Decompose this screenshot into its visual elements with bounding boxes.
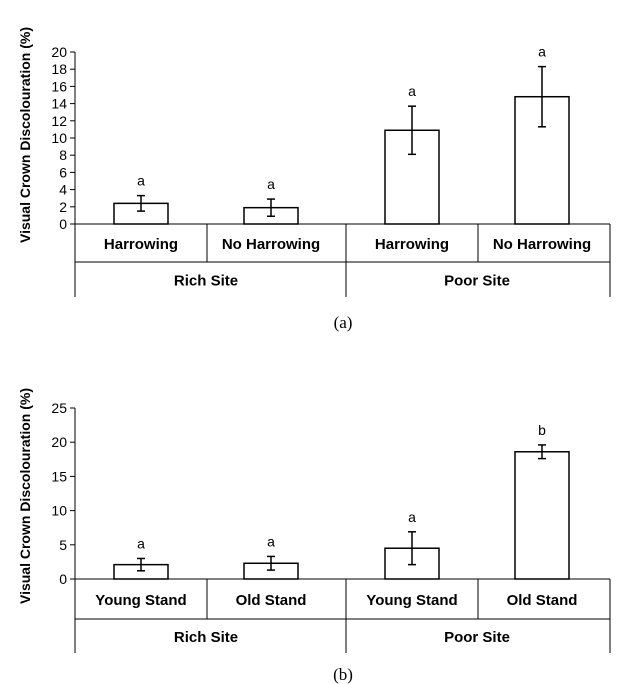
significance-letter: a xyxy=(408,83,416,99)
y-axis-label: Visual Crown Discolouration (%) xyxy=(17,388,33,604)
category-label: Harrowing xyxy=(104,236,178,253)
panel-caption: (a) xyxy=(334,313,353,332)
y-tick-label: 25 xyxy=(51,400,67,416)
significance-letter: b xyxy=(538,422,546,438)
chart-panel-b: 0 5 10 15 20 25 Visual Crown Discolouration (%… xyxy=(17,388,611,684)
y-tick-label: 15 xyxy=(51,468,67,484)
group-label: Poor Site xyxy=(444,273,510,290)
category-label: Old Stand xyxy=(236,592,307,609)
group-label: Rich Site xyxy=(174,629,238,646)
bar xyxy=(514,451,570,580)
y-tick-label: 10 xyxy=(51,503,67,519)
y-tick-label: 0 xyxy=(59,216,67,232)
y-tick-label: 18 xyxy=(51,61,67,77)
y-tick-label: 10 xyxy=(51,130,67,146)
y-tick-label: 6 xyxy=(59,164,67,180)
significance-letter: a xyxy=(137,535,145,551)
category-label: No Harrowing xyxy=(222,236,320,253)
y-tick-label: 0 xyxy=(59,571,67,587)
y-tick-label: 8 xyxy=(59,147,67,163)
significance-letter: a xyxy=(137,173,145,189)
category-label: Harrowing xyxy=(375,236,449,253)
significance-letter: a xyxy=(267,533,275,549)
significance-letter: a xyxy=(408,509,416,525)
y-tick-label: 14 xyxy=(51,96,67,112)
significance-letter: a xyxy=(538,44,546,60)
y-tick-label: 20 xyxy=(51,44,67,60)
y-axis-label: Visual Crown Discolouration (%) xyxy=(17,27,33,243)
category-label: Young Stand xyxy=(366,592,457,609)
y-tick-label: 12 xyxy=(51,113,67,129)
y-tick-label: 16 xyxy=(51,78,67,94)
significance-letter: a xyxy=(267,176,275,192)
panel-caption: (b) xyxy=(333,665,353,684)
category-label: No Harrowing xyxy=(493,236,591,253)
group-label: Rich Site xyxy=(174,273,238,290)
group-label: Poor Site xyxy=(444,629,510,646)
category-label: Old Stand xyxy=(507,592,578,609)
y-tick-label: 2 xyxy=(59,199,67,215)
y-tick-label: 20 xyxy=(51,434,67,450)
y-tick-label: 4 xyxy=(59,182,67,198)
category-label: Young Stand xyxy=(95,592,186,609)
y-tick-label: 5 xyxy=(59,537,67,553)
